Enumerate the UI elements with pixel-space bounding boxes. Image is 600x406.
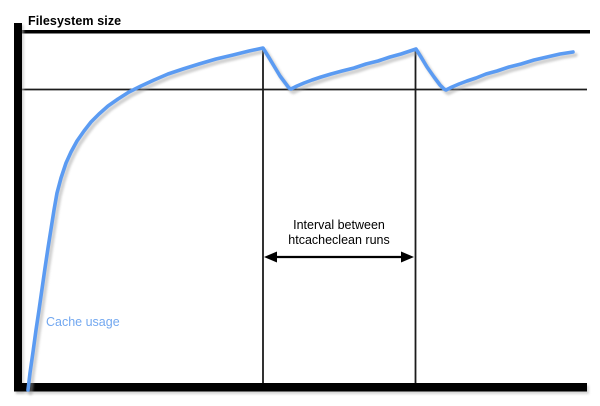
cache-usage-curve <box>26 46 575 392</box>
interval-arrow-head-left <box>264 251 277 263</box>
interval-annotation: Interval between htcacheclean runs <box>263 218 415 248</box>
filesystem-size-line <box>21 30 590 34</box>
interval-annotation-line1: Interval between <box>293 218 385 232</box>
x-axis <box>14 383 587 392</box>
filesystem-size-label: Filesystem size <box>28 14 122 28</box>
cache-usage-label: Cache usage <box>46 315 120 329</box>
interval-arrow-head-right <box>401 251 414 263</box>
interval-annotation-line2: htcacheclean runs <box>288 233 390 247</box>
y-axis <box>14 23 22 392</box>
